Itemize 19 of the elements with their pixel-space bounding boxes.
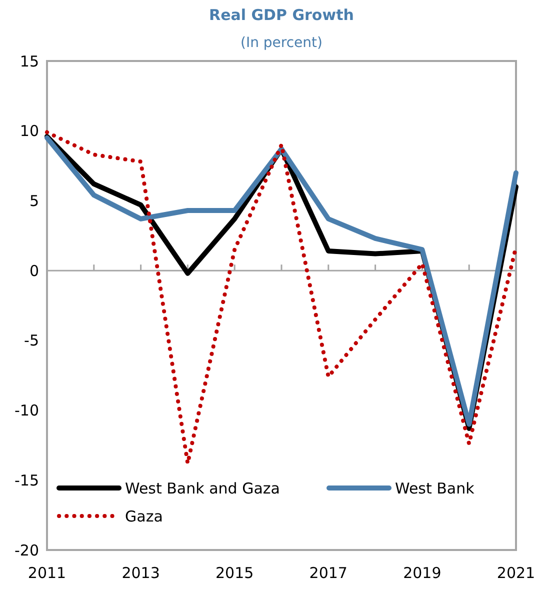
y-tick-label: 0 — [29, 262, 39, 280]
legend-label: West Bank — [395, 479, 475, 498]
y-tick-label: -5 — [24, 332, 39, 350]
x-tick-label: 2021 — [496, 564, 534, 582]
x-tick-label: 2019 — [403, 564, 442, 582]
y-tick-label: 15 — [20, 52, 39, 70]
x-tick-label: 2011 — [28, 564, 66, 582]
chart-subtitle: (In percent) — [240, 35, 322, 51]
x-tick-label: 2015 — [216, 564, 254, 582]
x-tick-label: 2013 — [122, 564, 160, 582]
y-tick-label: 5 — [29, 192, 39, 210]
y-tick-label: -10 — [14, 402, 39, 420]
y-tick-label: 10 — [20, 122, 39, 140]
legend-label: West Bank and Gaza — [125, 479, 280, 498]
legend-label: Gaza — [125, 507, 163, 526]
y-tick-label: -20 — [14, 541, 39, 560]
y-tick-label: -15 — [14, 471, 39, 490]
chart-title: Real GDP Growth — [209, 6, 354, 24]
x-tick-label: 2017 — [309, 564, 348, 582]
